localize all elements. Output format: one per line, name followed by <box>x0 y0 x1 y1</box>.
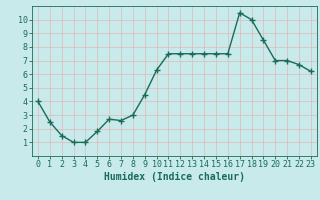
X-axis label: Humidex (Indice chaleur): Humidex (Indice chaleur) <box>104 172 245 182</box>
